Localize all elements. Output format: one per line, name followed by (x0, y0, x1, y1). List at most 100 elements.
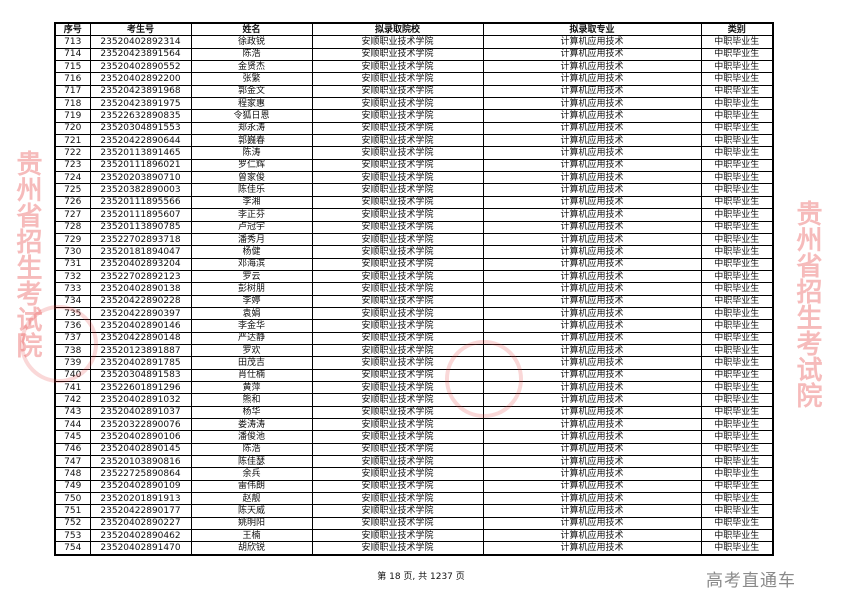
cell-major: 计算机应用技术 (482, 60, 702, 74)
table-row: 738 23520123891887 罗欢 安顺职业技术学院 计算机应用技术 中职毕业生 (54, 343, 774, 358)
cell-index: 728 (54, 220, 91, 234)
cell-category: 中职毕业生 (700, 541, 774, 556)
cell-exam-id: 23520113891465 (89, 146, 192, 160)
cell-major: 计算机应用技术 (482, 245, 702, 259)
cell-exam-id: 23520402890462 (89, 529, 192, 543)
cell-major: 计算机应用技术 (482, 504, 702, 518)
cell-exam-id: 23520382890003 (89, 183, 192, 197)
cell-name: 陈天威 (190, 504, 313, 518)
cell-index: 753 (54, 529, 91, 543)
cell-exam-id: 23520422890177 (89, 504, 192, 518)
cell-name: 陈涛 (190, 146, 313, 160)
cell-school: 安顺职业技术学院 (311, 158, 484, 173)
seal-mark (20, 305, 98, 383)
cell-category: 中职毕业生 (700, 479, 774, 494)
cell-category: 中职毕业生 (700, 331, 774, 345)
cell-school: 安顺职业技术学院 (311, 455, 484, 469)
cell-category: 中职毕业生 (700, 442, 774, 457)
cell-major: 计算机应用技术 (482, 208, 702, 222)
cell-category: 中职毕业生 (700, 282, 774, 296)
cell-name: 陈浩 (190, 47, 313, 62)
cell-exam-id: 23520111895607 (89, 208, 192, 222)
cell-name: 胡欣锐 (190, 541, 313, 556)
cell-exam-id: 23520402893204 (89, 257, 192, 271)
cell-exam-id: 23520423891975 (89, 97, 192, 111)
cell-index: 750 (54, 492, 91, 506)
cell-exam-id: 23520423891968 (89, 84, 192, 99)
cell-category: 中职毕业生 (700, 516, 774, 531)
table-row: 752 23520402890227 姚明阳 安顺职业技术学院 计算机应用技术 中职毕业生 (54, 516, 774, 531)
cell-school: 安顺职业技术学院 (311, 183, 484, 197)
cell-major: 计算机应用技术 (482, 257, 702, 271)
cell-index: 751 (54, 504, 91, 518)
cell-name: 赵靓 (190, 492, 313, 506)
cell-major: 计算机应用技术 (482, 183, 702, 197)
cell-name: 袁娟 (190, 306, 313, 321)
cell-name: 严达静 (190, 331, 313, 345)
cell-major: 计算机应用技术 (482, 35, 702, 49)
cell-index: 730 (54, 245, 91, 259)
cell-exam-id: 23522725890864 (89, 467, 192, 481)
cell-exam-id: 23520422890644 (89, 134, 192, 148)
cell-major: 计算机应用技术 (482, 269, 702, 284)
cell-school: 安顺职业技术学院 (311, 479, 484, 494)
cell-category: 中职毕业生 (700, 171, 774, 185)
table-row: 750 23520201891913 赵靓 安顺职业技术学院 计算机应用技术 中职毕业生 (54, 492, 774, 506)
cell-index: 725 (54, 183, 91, 197)
cell-index: 731 (54, 257, 91, 271)
cell-school: 安顺职业技术学院 (311, 47, 484, 62)
cell-major: 计算机应用技术 (482, 121, 702, 136)
table-row: 735 23520422890397 袁娟 安顺职业技术学院 计算机应用技术 中职毕业生 (54, 306, 774, 321)
table-row: 720 23520304891553 郑永涛 安顺职业技术学院 计算机应用技术 中职毕业生 (54, 121, 774, 136)
cell-school: 安顺职业技术学院 (311, 121, 484, 136)
cell-exam-id: 23520402891470 (89, 541, 192, 556)
cell-index: 723 (54, 158, 91, 173)
cell-exam-id: 23520203890710 (89, 171, 192, 185)
cell-school: 安顺职业技术学院 (311, 232, 484, 247)
cell-exam-id: 23520181894047 (89, 245, 192, 259)
cell-major: 计算机应用技术 (482, 47, 702, 62)
cell-name: 张繁 (190, 72, 313, 86)
cell-name: 姚明阳 (190, 516, 313, 531)
cell-school: 安顺职业技术学院 (311, 84, 484, 99)
corner-watermark: 高考直通车 (706, 571, 796, 591)
cell-category: 中职毕业生 (700, 306, 774, 321)
cell-major: 计算机应用技术 (482, 442, 702, 457)
cell-exam-id: 23522702892123 (89, 269, 192, 284)
cell-name: 潘俊池 (190, 430, 313, 444)
table-row: 718 23520423891975 程家惠 安顺职业技术学院 计算机应用技术 中职毕业生 (54, 97, 774, 111)
cell-category: 中职毕业生 (700, 60, 774, 74)
cell-school: 安顺职业技术学院 (311, 442, 484, 457)
cell-index: 724 (54, 171, 91, 185)
cell-name: 李金华 (190, 319, 313, 333)
table-row: 728 23520113890785 卢冠宇 安顺职业技术学院 计算机应用技术 中职毕业生 (54, 220, 774, 234)
cell-school: 安顺职业技术学院 (311, 319, 484, 333)
cell-category: 中职毕业生 (700, 195, 774, 210)
cell-category: 中职毕业生 (700, 417, 774, 432)
cell-school: 安顺职业技术学院 (311, 72, 484, 86)
cell-category: 中职毕业生 (700, 356, 774, 370)
cell-major: 计算机应用技术 (482, 492, 702, 506)
table-header-row: 序号 考生号 姓名 拟录取院校 拟录取专业 类别 (54, 22, 774, 37)
table-row: 713 23520402892314 徐政锐 安顺职业技术学院 计算机应用技术 中职毕业生 (54, 35, 774, 49)
cell-exam-id: 23520422890228 (89, 294, 192, 308)
table-row: 726 23520111895566 李湘 安顺职业技术学院 计算机应用技术 中职毕业生 (54, 195, 774, 210)
cell-exam-id: 23520402890109 (89, 479, 192, 494)
cell-exam-id: 23520304891553 (89, 121, 192, 136)
table-row: 730 23520181894047 杨健 安顺职业技术学院 计算机应用技术 中职毕业生 (54, 245, 774, 259)
cell-category: 中职毕业生 (700, 467, 774, 481)
cell-exam-id: 23520402890145 (89, 442, 192, 457)
cell-school: 安顺职业技术学院 (311, 529, 484, 543)
header-exam-id: 考生号 (89, 22, 192, 37)
cell-school: 安顺职业技术学院 (311, 516, 484, 531)
cell-exam-id: 23520402891037 (89, 405, 192, 420)
table-row: 753 23520402890462 王楠 安顺职业技术学院 计算机应用技术 中职毕业生 (54, 529, 774, 543)
cell-exam-id: 23520422890397 (89, 306, 192, 321)
cell-name: 陈佳乐 (190, 183, 313, 197)
table-row: 714 23520423891564 陈浩 安顺职业技术学院 计算机应用技术 中职毕业生 (54, 47, 774, 62)
cell-category: 中职毕业生 (700, 97, 774, 111)
cell-index: 719 (54, 109, 91, 123)
cell-school: 安顺职业技术学院 (311, 146, 484, 160)
cell-name: 金贤杰 (190, 60, 313, 74)
cell-name: 李湘 (190, 195, 313, 210)
